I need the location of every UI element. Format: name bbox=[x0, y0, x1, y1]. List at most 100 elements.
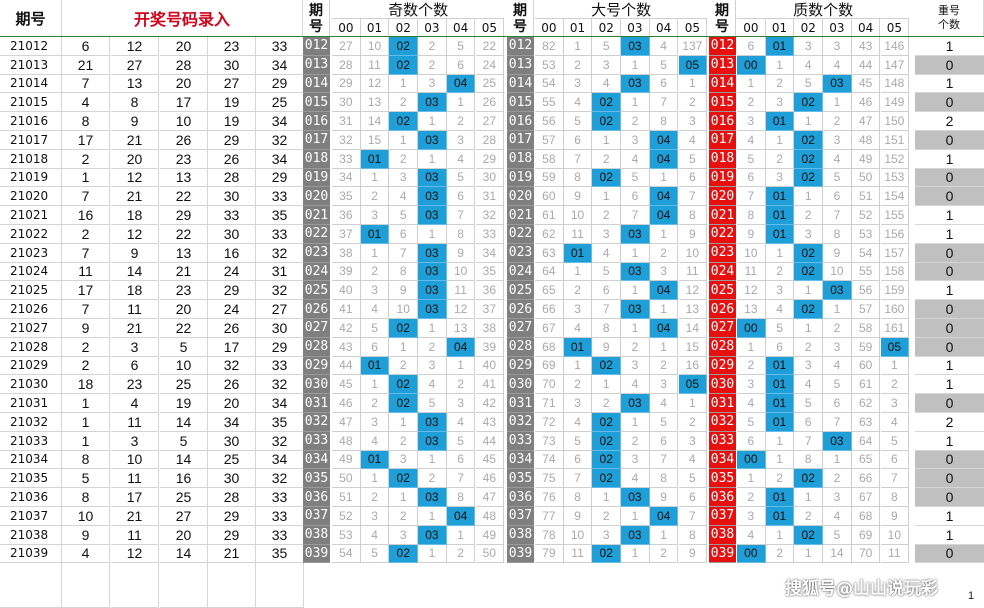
hit-cell: 03 bbox=[418, 300, 447, 319]
miss-cell: 11 bbox=[678, 262, 708, 282]
miss-cell: 37 bbox=[332, 225, 361, 244]
big-period-col: 038 bbox=[507, 525, 534, 545]
draw-number-cell: 34 bbox=[256, 394, 304, 413]
miss-cell: 3 bbox=[621, 356, 650, 376]
repeat-count-cell: 0 bbox=[915, 168, 984, 188]
draw-number-cell: 4 bbox=[111, 394, 159, 413]
miss-cell: 3 bbox=[794, 37, 824, 56]
draw-number-cell: 1 bbox=[62, 394, 110, 413]
miss-cell: 10 bbox=[880, 525, 910, 545]
miss-cell: 62 bbox=[535, 225, 564, 244]
miss-cell: 53 bbox=[535, 55, 564, 75]
miss-cell: 54 bbox=[535, 74, 564, 94]
miss-cell: 7 bbox=[880, 469, 910, 489]
miss-cell: 78 bbox=[535, 525, 564, 545]
miss-cell: 40 bbox=[475, 356, 505, 376]
draw-number-cell: 17 bbox=[111, 488, 159, 507]
period-cell: 21020 bbox=[0, 187, 62, 207]
miss-cell: 6 bbox=[649, 431, 679, 451]
miss-cell: 11 bbox=[563, 225, 593, 244]
draw-number-cell: 2 bbox=[62, 356, 110, 376]
miss-cell: 3 bbox=[563, 74, 593, 94]
period-short-char: 期 bbox=[513, 2, 527, 19]
repeat-count-cell: 0 bbox=[915, 469, 984, 489]
miss-cell: 59 bbox=[851, 337, 881, 357]
miss-cell: 149 bbox=[880, 93, 910, 113]
miss-cell: 7 bbox=[823, 206, 852, 225]
draw-number-cell: 20 bbox=[111, 149, 159, 169]
miss-cell: 10 bbox=[678, 243, 708, 263]
big-period-col: 021 bbox=[507, 206, 534, 225]
draw-number-cell: 2 bbox=[62, 337, 110, 357]
miss-cell: 2 bbox=[418, 55, 447, 75]
miss-cell: 1 bbox=[360, 469, 390, 489]
hit-cell: 00 bbox=[737, 450, 766, 470]
draw-number-cell: 18 bbox=[62, 375, 110, 395]
miss-cell: 70 bbox=[851, 544, 881, 564]
repeat-header-line: 重号 bbox=[938, 4, 960, 17]
miss-cell: 1 bbox=[621, 55, 650, 75]
miss-cell: 46 bbox=[851, 93, 881, 113]
hit-cell: 02 bbox=[389, 55, 419, 75]
period-cell: 21039 bbox=[0, 544, 62, 564]
miss-cell: 67 bbox=[851, 488, 881, 507]
miss-cell: 29 bbox=[332, 74, 361, 94]
period-cell: 21027 bbox=[0, 319, 62, 338]
miss-cell: 76 bbox=[535, 488, 564, 507]
miss-cell: 1 bbox=[389, 337, 419, 357]
hit-cell: 02 bbox=[389, 319, 419, 338]
repeat-count-cell: 1 bbox=[915, 507, 984, 526]
odd-period-col: 028 bbox=[303, 337, 330, 357]
miss-cell: 5 bbox=[649, 55, 679, 75]
miss-cell: 1 bbox=[360, 243, 390, 263]
draw-number-cell: 21 bbox=[111, 187, 159, 207]
miss-cell: 13 bbox=[446, 319, 476, 338]
miss-cell: 32 bbox=[332, 131, 361, 150]
miss-cell: 2 bbox=[360, 262, 390, 282]
miss-cell: 1 bbox=[446, 525, 476, 545]
miss-cell: 5 bbox=[880, 431, 910, 451]
miss-cell: 1 bbox=[621, 544, 650, 564]
draw-number-cell: 32 bbox=[256, 131, 304, 150]
miss-cell: 6 bbox=[446, 450, 476, 470]
miss-cell: 5 bbox=[765, 319, 795, 338]
hit-cell: 04 bbox=[649, 206, 679, 225]
miss-cell: 46 bbox=[332, 394, 361, 413]
hit-cell: 02 bbox=[389, 112, 419, 131]
miss-cell: 7 bbox=[621, 206, 650, 225]
hit-cell: 04 bbox=[649, 281, 679, 301]
repeat-count-cell: 0 bbox=[915, 394, 984, 413]
prime-period-col: 019 bbox=[709, 168, 736, 188]
miss-cell: 2 bbox=[389, 431, 419, 451]
prime-period-col: 036 bbox=[709, 488, 736, 507]
miss-cell: 13 bbox=[360, 93, 390, 113]
empty-cell bbox=[208, 563, 256, 608]
miss-cell: 51 bbox=[851, 187, 881, 207]
miss-cell: 5 bbox=[360, 544, 390, 564]
miss-cell: 51 bbox=[332, 488, 361, 507]
hit-cell: 02 bbox=[592, 413, 622, 432]
miss-cell: 2 bbox=[592, 206, 622, 225]
draw-number-cell: 33 bbox=[256, 488, 304, 507]
draw-number-cell: 27 bbox=[111, 55, 159, 75]
miss-cell: 1 bbox=[592, 187, 622, 207]
draw-number-cell: 1 bbox=[62, 413, 110, 432]
miss-cell: 56 bbox=[851, 281, 881, 301]
hit-cell: 04 bbox=[446, 74, 476, 94]
miss-cell: 1 bbox=[418, 507, 447, 526]
miss-cell: 4 bbox=[621, 375, 650, 395]
miss-cell: 9 bbox=[563, 187, 593, 207]
period-cell: 21025 bbox=[0, 281, 62, 301]
draw-number-cell: 17 bbox=[62, 281, 110, 301]
big-subcol-03: 03 bbox=[621, 19, 650, 37]
miss-cell: 4 bbox=[563, 319, 593, 338]
draw-number-cell: 9 bbox=[111, 243, 159, 263]
miss-cell: 77 bbox=[535, 507, 564, 526]
miss-cell: 22 bbox=[475, 37, 505, 56]
draw-number-cell: 27 bbox=[208, 74, 256, 94]
miss-cell: 1 bbox=[765, 55, 795, 75]
hit-cell: 01 bbox=[563, 337, 593, 357]
miss-cell: 12 bbox=[360, 74, 390, 94]
miss-cell: 1 bbox=[418, 544, 447, 564]
hit-cell: 03 bbox=[418, 243, 447, 263]
